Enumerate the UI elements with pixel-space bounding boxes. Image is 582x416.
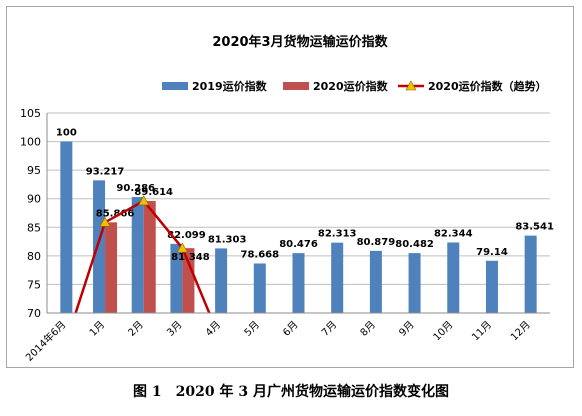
y-tick-label: 75 bbox=[27, 278, 41, 291]
bar-2019-4 bbox=[215, 248, 228, 313]
y-tick-label: 95 bbox=[27, 164, 41, 177]
x-tick-label: 7月 bbox=[319, 319, 339, 339]
bar-2020-3 bbox=[182, 248, 195, 313]
x-tick-label: 4月 bbox=[203, 319, 223, 339]
legend: 2019运价指数 2020运价指数 2020运价指数（趋势） bbox=[162, 79, 547, 93]
x-tick-label: 1月 bbox=[87, 319, 107, 339]
legend-label-2: 2020运价指数（趋势） bbox=[428, 79, 547, 93]
bar-2020-1 bbox=[105, 222, 118, 313]
legend-swatch-1 bbox=[283, 82, 309, 90]
x-tick-label: 5月 bbox=[242, 319, 262, 339]
bar-2019-7 bbox=[331, 242, 344, 313]
trend-point-3 bbox=[176, 242, 188, 253]
legend-marker-2 bbox=[405, 80, 417, 91]
x-tick-label: 3月 bbox=[164, 319, 184, 339]
y-tick-label: 80 bbox=[27, 250, 41, 263]
bar-2019-2 bbox=[131, 197, 144, 313]
legend-label-1: 2020运价指数 bbox=[313, 79, 389, 93]
label-2019-7: 82.313 bbox=[318, 229, 357, 240]
chart-title: 2020年3月货物运输运价指数 bbox=[212, 34, 388, 50]
bar-2019-5 bbox=[253, 263, 266, 313]
legend-label-0: 2019运价指数 bbox=[192, 79, 268, 93]
y-tick-label: 90 bbox=[27, 193, 41, 206]
label-2019-11: 79.14 bbox=[476, 247, 508, 258]
label-2019-12: 83.541 bbox=[515, 222, 554, 233]
label-2019-0: 100 bbox=[56, 128, 77, 139]
y-tick-label: 105 bbox=[20, 107, 41, 120]
x-axis: 2014年6月 1月 2月 3月 4月 5月 6月 7月 8月 9月 10月 11月 12月 bbox=[23, 312, 550, 364]
bar-2019-0 bbox=[60, 141, 73, 313]
chart: 2020年3月货物运输运价指数 2019运价指数 2020运价指数 2020运价指数… bbox=[20, 34, 554, 364]
x-tick-label: 2月 bbox=[126, 319, 146, 339]
trend-point-2 bbox=[138, 195, 150, 206]
bar-2019-11 bbox=[485, 260, 498, 313]
label-2019-4: 81.303 bbox=[208, 234, 247, 245]
y-tick-label: 85 bbox=[27, 221, 41, 234]
trend-line bbox=[74, 195, 211, 313]
label-2019-9: 80.482 bbox=[395, 239, 434, 250]
y-axis: 70 75 80 85 90 95 100 105 bbox=[20, 107, 48, 320]
bar-2019-6 bbox=[292, 253, 305, 313]
y-tick-label: 70 bbox=[27, 307, 41, 320]
legend-swatch-0 bbox=[162, 82, 188, 90]
x-tick-label: 12月 bbox=[508, 319, 533, 344]
trend-point-1 bbox=[99, 216, 111, 227]
bar-2019-12 bbox=[524, 235, 537, 313]
label-2019-10: 82.344 bbox=[434, 228, 473, 239]
label-2019-8: 80.879 bbox=[357, 237, 396, 248]
x-tick-label: 8月 bbox=[358, 319, 378, 339]
label-2020-2: 89.614 bbox=[134, 187, 173, 198]
label-2019-1: 93.217 bbox=[86, 166, 125, 177]
label-2019-5: 78.668 bbox=[241, 249, 280, 260]
x-tick-label: 9月 bbox=[397, 319, 417, 339]
x-tick-label: 6月 bbox=[281, 319, 301, 339]
label-2020-3: 81.348 bbox=[171, 252, 210, 263]
label-2019-6: 80.476 bbox=[279, 239, 318, 250]
bar-2019-8 bbox=[369, 250, 382, 313]
x-tick-label: 11月 bbox=[470, 319, 495, 344]
bar-2019-3 bbox=[170, 243, 183, 313]
x-tick-label: 10月 bbox=[431, 319, 456, 344]
bar-2019-9 bbox=[408, 253, 421, 313]
x-tick-label: 2014年6月 bbox=[23, 318, 69, 364]
bars bbox=[60, 141, 537, 313]
bar-2020-2 bbox=[143, 200, 156, 313]
y-tick-label: 100 bbox=[20, 136, 41, 149]
label-2019-2: 90.286 bbox=[116, 183, 155, 194]
bar-2019-10 bbox=[447, 242, 460, 313]
bar-2019-1 bbox=[93, 180, 106, 313]
figure-caption: 图 1 2020 年 3 月广州货物运输运价指数变化图 bbox=[133, 384, 449, 400]
label-2020-1: 85.866 bbox=[96, 208, 135, 219]
label-2019-3: 82.099 bbox=[167, 230, 206, 241]
